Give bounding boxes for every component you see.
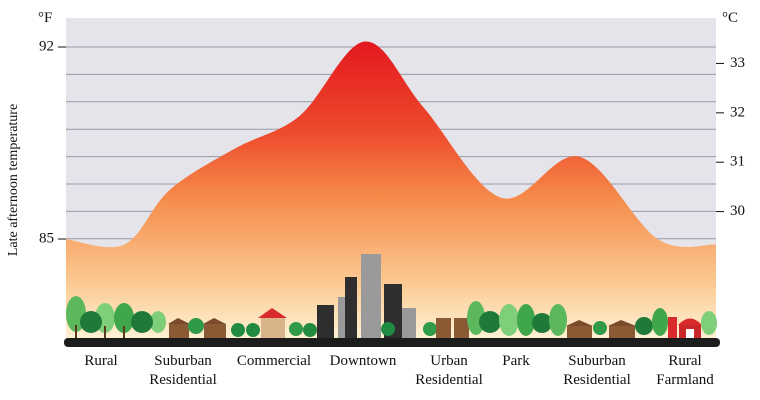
y-axis-label: Late afternoon temperature [6, 103, 21, 257]
zone-label-park: Park [502, 353, 530, 369]
left-tick-label-92: 92 [39, 38, 54, 54]
houses-suburban-left [168, 318, 226, 338]
right-axis: 30 31 32 33 [716, 55, 745, 219]
cityscape [64, 254, 720, 347]
houses-suburban-right [566, 320, 636, 338]
buildings-downtown [317, 254, 416, 338]
right-tick-label-31: 31 [730, 154, 745, 170]
tree-cluster-rural-left [66, 296, 166, 339]
zone-label-rural-farmland: Rural Farmland [656, 353, 714, 388]
left-tick-label-85: 85 [39, 230, 54, 246]
temperature-area [66, 41, 716, 340]
right-tick-label-32: 32 [730, 104, 745, 120]
zone-label-urban-residential: Urban Residential [415, 353, 483, 388]
ground-strip [64, 338, 720, 347]
right-tick-label-33: 33 [730, 55, 745, 71]
farmland-right [635, 308, 717, 338]
buildings-commercial [231, 308, 317, 338]
left-unit-label: °F [38, 10, 53, 26]
zone-label-commercial: Commercial [236, 353, 312, 369]
zone-label-suburban-residential-left: Suburban Residential [149, 353, 217, 388]
buildings-urban-residential [423, 318, 469, 338]
zone-label-rural: Rural [84, 353, 118, 369]
zone-label-suburban-residential-right: Suburban Residential [563, 353, 631, 388]
right-tick-label-30: 30 [730, 203, 745, 219]
tree-cluster-park [467, 301, 567, 336]
left-axis: 92 85 [39, 38, 66, 246]
right-unit-label: °C [722, 10, 739, 26]
zone-label-downtown: Downtown [329, 353, 397, 369]
